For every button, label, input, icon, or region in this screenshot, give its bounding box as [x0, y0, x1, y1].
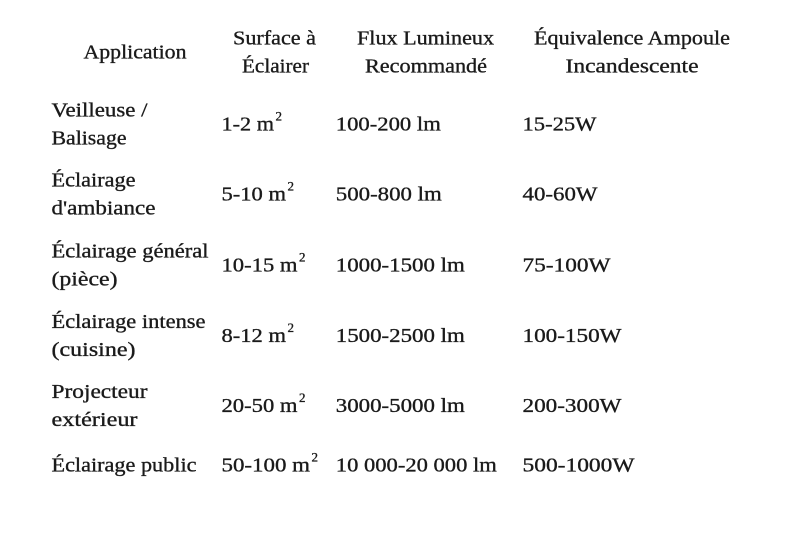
svg-text:1-2 m: 1-2 m	[222, 114, 275, 136]
svg-text:extérieur: extérieur	[52, 409, 138, 431]
svg-text:Incandescente: Incandescente	[566, 56, 699, 78]
svg-text:1000-1500 lm: 1000-1500 lm	[336, 254, 465, 276]
svg-text:(cuisine): (cuisine)	[52, 339, 136, 361]
svg-text:d'ambiance: d'ambiance	[52, 198, 156, 220]
svg-text:1500-2500 lm: 1500-2500 lm	[336, 325, 465, 347]
svg-text:Surface à: Surface à	[233, 28, 316, 50]
svg-text:5-10 m: 5-10 m	[222, 184, 287, 206]
svg-text:500-1000W: 500-1000W	[523, 455, 636, 477]
svg-text:Éclairage public: Éclairage public	[52, 454, 197, 477]
svg-text:8-12 m: 8-12 m	[222, 325, 287, 347]
svg-text:Éclairage intense: Éclairage intense	[52, 310, 206, 333]
svg-text:Balisage: Balisage	[52, 128, 127, 150]
svg-text:15-25W: 15-25W	[523, 114, 598, 136]
svg-text:2: 2	[312, 450, 319, 465]
svg-text:2: 2	[288, 179, 295, 194]
svg-text:Éclairage général: Éclairage général	[52, 239, 209, 262]
svg-text:2: 2	[299, 250, 306, 265]
svg-text:50-100 m: 50-100 m	[222, 455, 311, 477]
svg-text:200-300W: 200-300W	[523, 395, 623, 417]
svg-text:500-800 lm: 500-800 lm	[336, 184, 442, 206]
svg-text:Projecteur: Projecteur	[52, 381, 148, 403]
svg-text:20-50 m: 20-50 m	[222, 395, 298, 417]
svg-text:100-200 lm: 100-200 lm	[336, 114, 441, 136]
svg-text:Recommandé: Recommandé	[365, 56, 487, 78]
svg-text:Équivalence Ampoule: Équivalence Ampoule	[534, 27, 730, 50]
svg-text:100-150W: 100-150W	[523, 325, 623, 347]
svg-text:10-15 m: 10-15 m	[222, 254, 298, 276]
svg-text:2: 2	[288, 320, 295, 335]
svg-text:2: 2	[276, 109, 283, 124]
svg-text:Flux Lumineux: Flux Lumineux	[357, 28, 494, 50]
svg-text:Veilleuse /: Veilleuse /	[52, 100, 148, 122]
svg-text:Éclairage: Éclairage	[52, 169, 136, 192]
svg-text:3000-5000 lm: 3000-5000 lm	[336, 395, 465, 417]
svg-text:75-100W: 75-100W	[523, 254, 612, 276]
svg-text:40-60W: 40-60W	[523, 184, 599, 206]
svg-text:(pièce): (pièce)	[52, 268, 118, 290]
svg-text:Éclairer: Éclairer	[242, 55, 309, 78]
svg-text:Application: Application	[84, 42, 187, 64]
svg-text:2: 2	[299, 390, 306, 405]
svg-text:10 000-20 000 lm: 10 000-20 000 lm	[336, 455, 497, 477]
